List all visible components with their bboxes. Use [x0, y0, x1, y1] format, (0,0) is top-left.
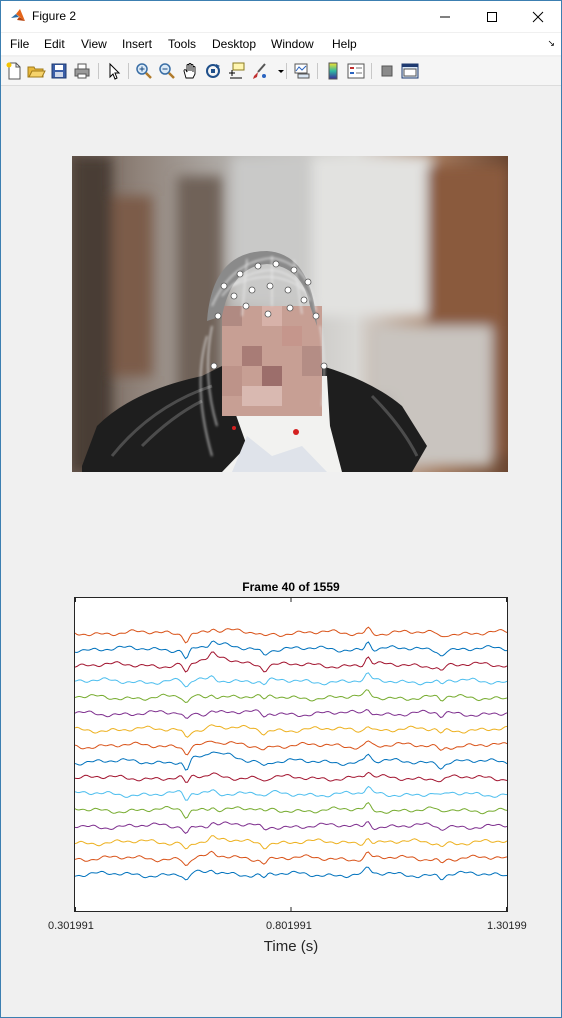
- x-tick-label: 1.30199: [487, 920, 527, 932]
- title-bar[interactable]: Figure 2: [1, 1, 561, 32]
- save-icon[interactable]: [49, 61, 69, 81]
- menu-help[interactable]: Help: [332, 37, 357, 51]
- toolbar-separator: [98, 63, 99, 79]
- menu-insert[interactable]: Insert: [122, 37, 153, 51]
- menu-edit[interactable]: Edit: [44, 37, 65, 51]
- legend-icon[interactable]: [346, 61, 366, 81]
- menu-file[interactable]: File: [10, 37, 30, 51]
- show-plot-tools-icon[interactable]: [400, 61, 420, 81]
- open-file-icon[interactable]: [26, 61, 46, 81]
- brush-icon[interactable]: [249, 61, 269, 81]
- toolbar-separator: [286, 63, 287, 79]
- eeg-channel-line: [74, 672, 508, 688]
- toolbar-separator: [317, 63, 318, 79]
- eeg-channel-line: [74, 640, 507, 660]
- menu-window[interactable]: Window: [271, 37, 314, 51]
- x-axis-label: Time (s): [263, 938, 319, 955]
- close-button[interactable]: [515, 1, 561, 32]
- eeg-axes[interactable]: [74, 597, 508, 912]
- rotate-3d-icon[interactable]: [203, 61, 223, 81]
- dock-arrow-icon[interactable]: ↘: [547, 38, 555, 48]
- brush-dropdown-icon[interactable]: [271, 61, 284, 81]
- menu-desktop[interactable]: Desktop: [212, 37, 257, 51]
- eeg-channel-line: [74, 866, 508, 881]
- colorbar-icon[interactable]: [323, 61, 343, 81]
- toolbar-separator: [371, 63, 372, 79]
- eeg-channel-line: [74, 771, 508, 783]
- menu-tools[interactable]: Tools: [168, 37, 197, 51]
- eeg-channel-line: [74, 801, 508, 819]
- eeg-channel-line: [74, 821, 508, 835]
- data-cursor-icon[interactable]: [226, 61, 246, 81]
- minimize-button[interactable]: [422, 1, 468, 32]
- menu-bar: File Edit View Insert Tools Desktop Wind…: [1, 33, 561, 55]
- print-icon[interactable]: [72, 61, 92, 81]
- x-tick-label: 0.301991: [48, 920, 94, 932]
- eeg-channel-line: [74, 835, 508, 850]
- eeg-channel-line: [74, 724, 508, 738]
- eeg-channel-line: [74, 785, 508, 801]
- eeg-channel-line: [74, 689, 508, 704]
- new-figure-icon[interactable]: [4, 61, 24, 81]
- maximize-button[interactable]: [469, 1, 515, 32]
- eeg-channel-line: [74, 709, 508, 719]
- menu-view[interactable]: View: [81, 37, 107, 51]
- zoom-in-icon[interactable]: [134, 61, 154, 81]
- window-title: Figure 2: [32, 9, 77, 23]
- figure-toolbar: [1, 57, 561, 86]
- link-plot-icon[interactable]: [292, 61, 312, 81]
- zoom-out-icon[interactable]: [157, 61, 177, 81]
- eeg-channel-line: [74, 740, 508, 756]
- x-tick-label: 0.801991: [266, 920, 312, 932]
- pan-icon[interactable]: [180, 61, 200, 81]
- pointer-icon[interactable]: [104, 61, 124, 81]
- eeg-channel-line: [74, 850, 508, 866]
- video-frame-image: [72, 156, 508, 472]
- toolbar-separator: [128, 63, 129, 79]
- hide-plot-tools-icon[interactable]: [377, 61, 397, 81]
- eeg-channel-line: [74, 751, 508, 771]
- eeg-channel-line: [74, 651, 508, 673]
- eeg-channel-line: [74, 626, 508, 644]
- plot-title: Frame 40 of 1559: [242, 580, 340, 594]
- matlab-icon: [10, 8, 26, 24]
